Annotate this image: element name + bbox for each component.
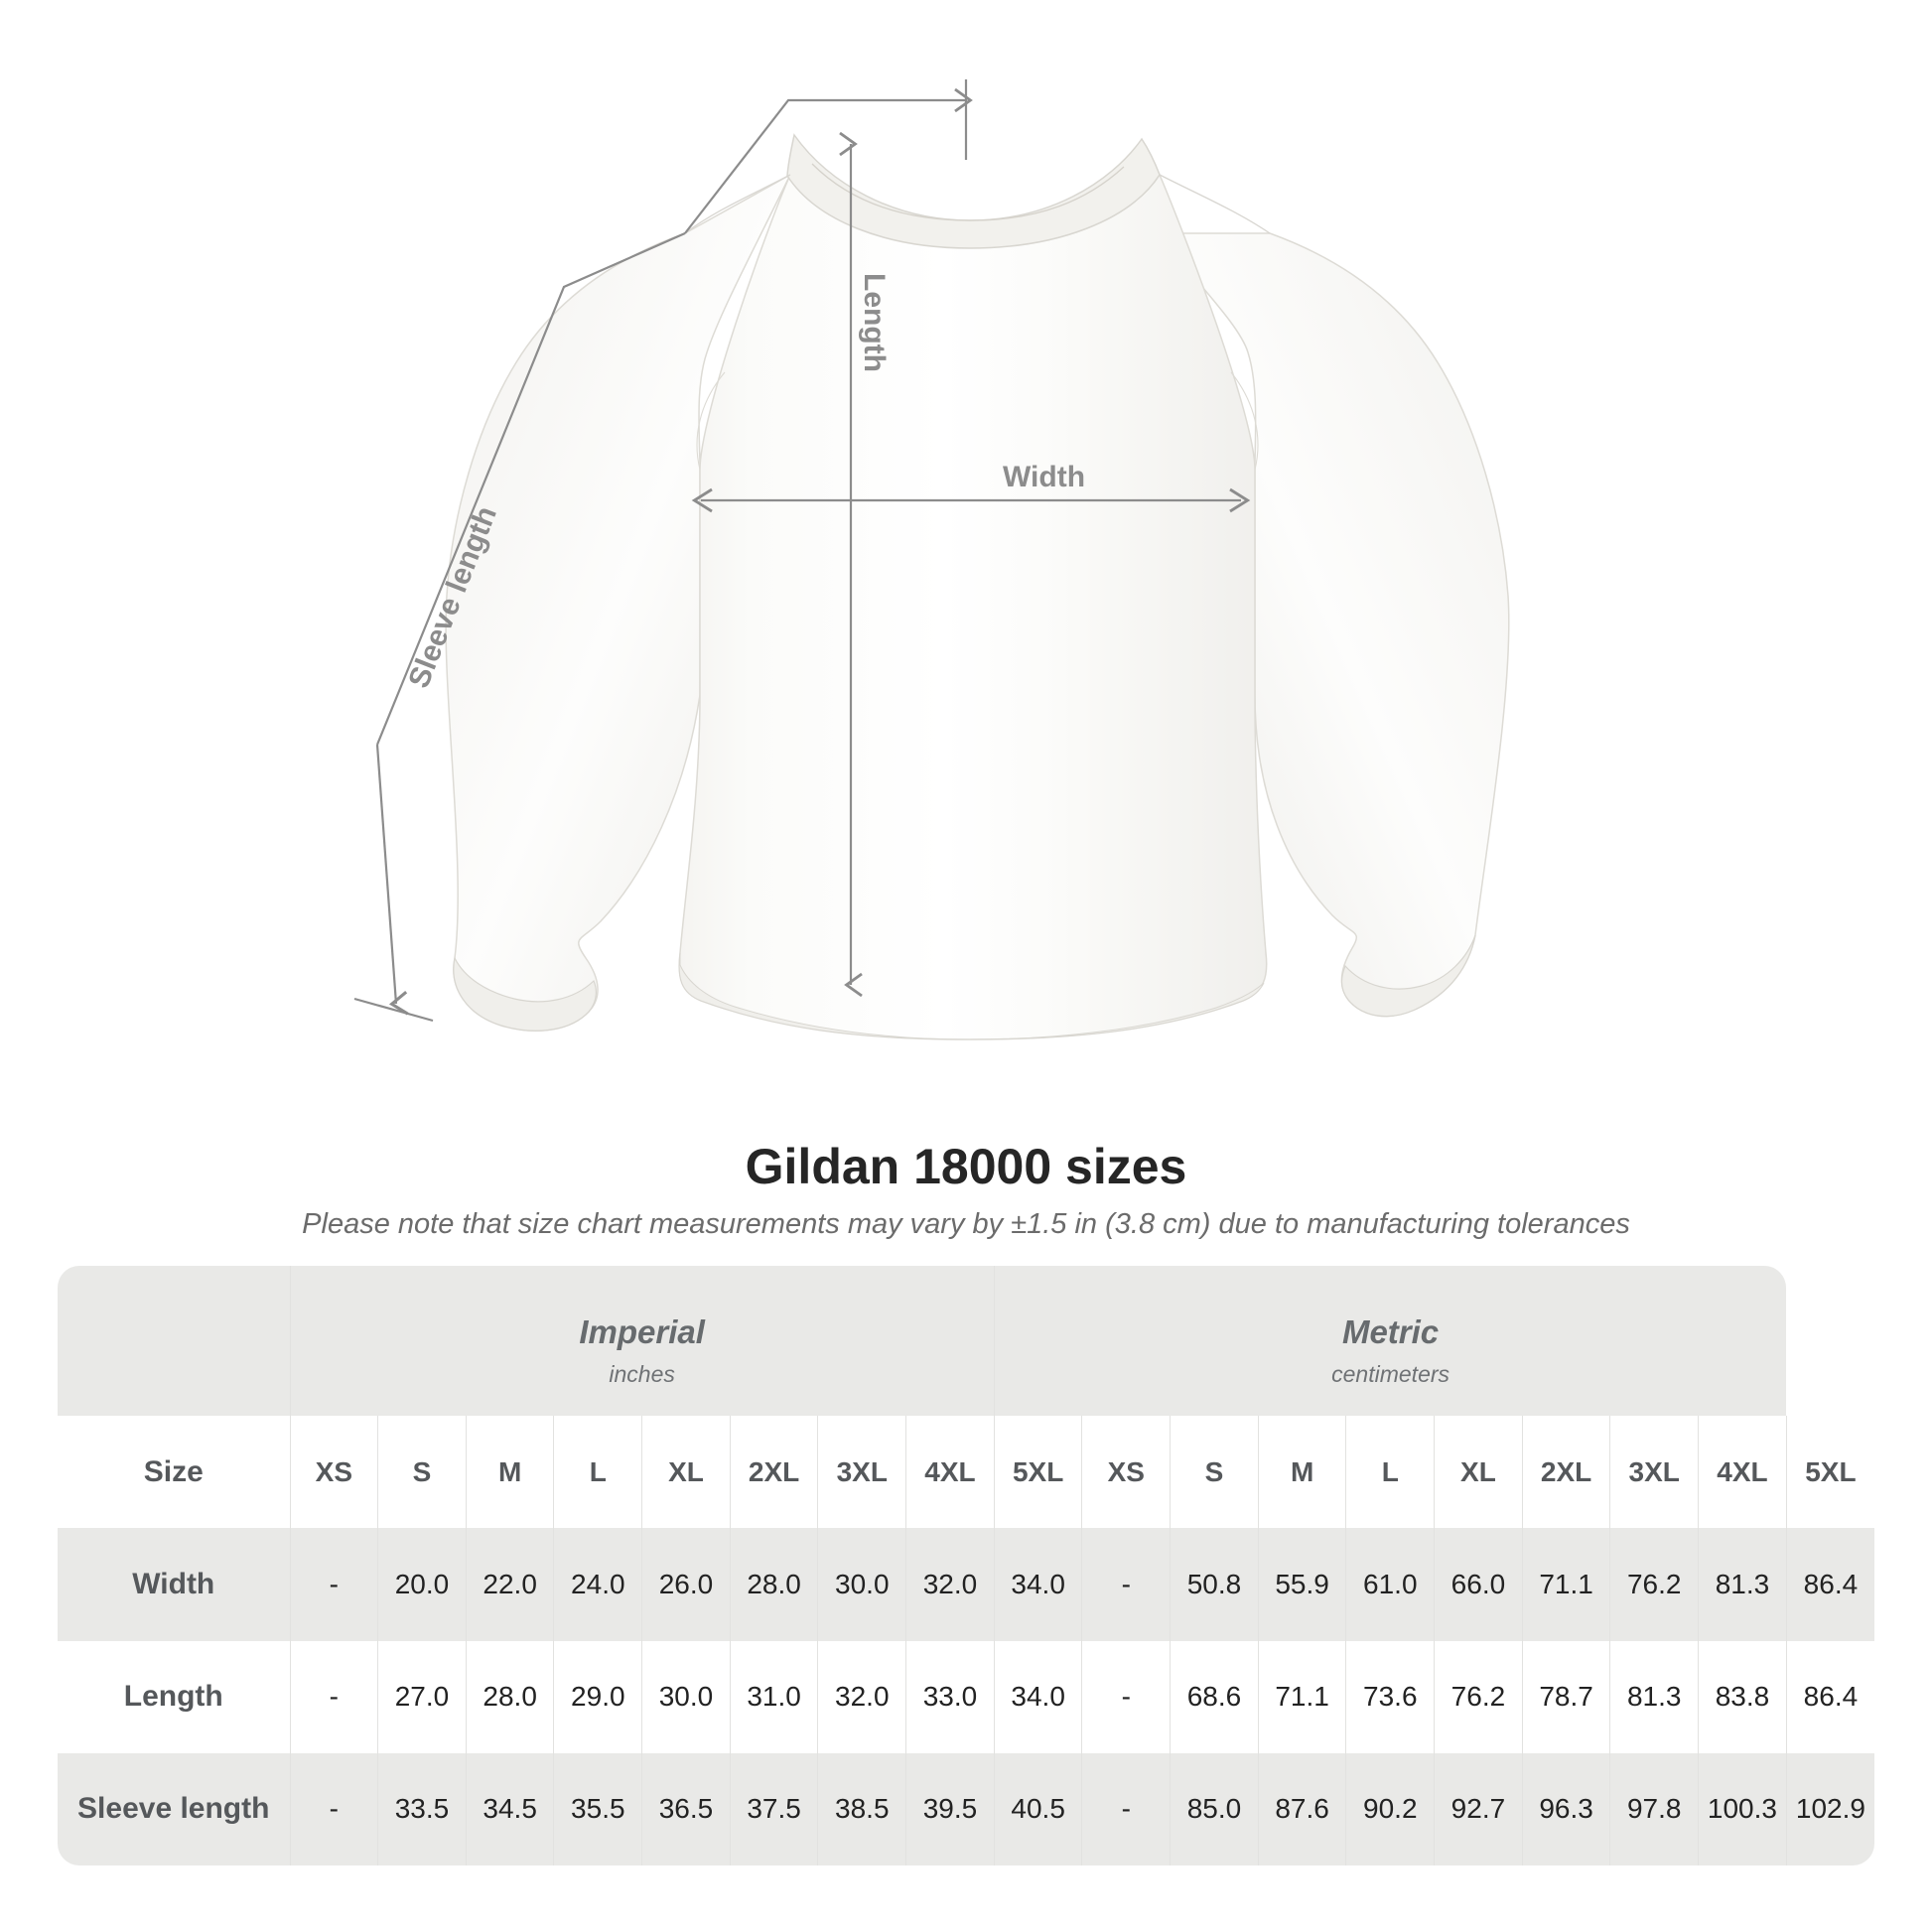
svg-text:Width: Width: [1003, 461, 1085, 493]
svg-text:Length: Length: [858, 273, 891, 372]
